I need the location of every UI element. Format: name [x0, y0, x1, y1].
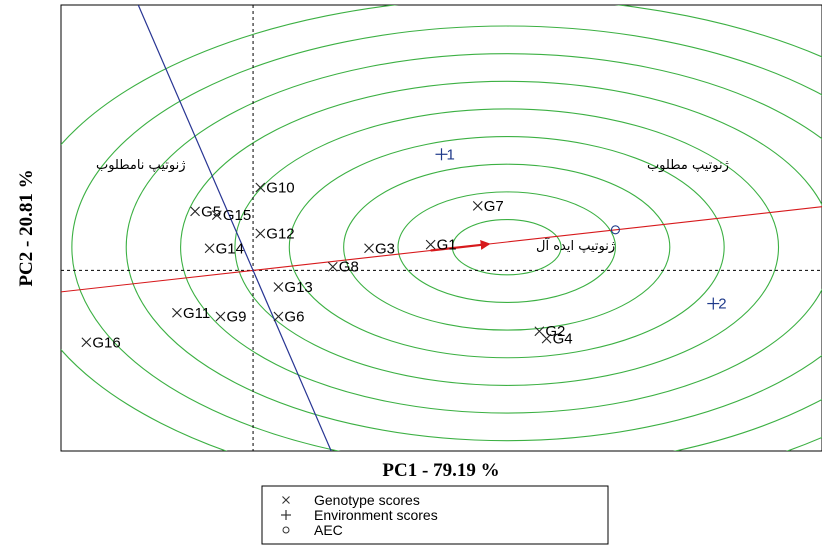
circle-ring-7	[125, 53, 822, 442]
genotype-label: G16	[92, 334, 120, 351]
genotype-label: G4	[553, 331, 573, 348]
circle-ring-3	[343, 163, 671, 331]
genotype-marker-stroke-b	[211, 210, 222, 220]
genotype-label: G5	[201, 203, 221, 220]
genotype-marker	[425, 239, 436, 250]
genotype-marker-stroke-b	[534, 326, 545, 337]
genotype-label: G9	[226, 308, 246, 325]
genotype-label: G13	[284, 279, 312, 296]
genotype-marker-stroke-b	[255, 182, 266, 193]
concentric-circles	[61, 5, 822, 451]
environment-marker	[707, 297, 720, 310]
aec-marker	[610, 225, 620, 235]
genotype-label: G11	[183, 305, 210, 322]
genotype-marker	[190, 206, 200, 217]
plot-frame	[60, 4, 822, 452]
genotype-marker-stroke-b	[541, 333, 552, 344]
genotype-label: G1	[437, 237, 457, 254]
genotype-marker-stroke-b	[215, 311, 226, 322]
genotype-marker	[172, 307, 182, 318]
legend-label: Environment scores	[314, 507, 438, 523]
genotype-marker	[327, 261, 338, 272]
aec-lines	[61, 5, 822, 451]
reference-lines	[61, 5, 822, 451]
genotype-marker	[215, 311, 226, 322]
genotype-label: G6	[284, 308, 304, 325]
genotype-marker-stroke-b	[172, 307, 182, 318]
genotype-marker	[364, 243, 374, 254]
annotation-label: ژنوتیپ نامطلوب	[96, 158, 186, 173]
genotype-marker-stroke-b	[204, 243, 215, 254]
scatter-points: G1 G2 G3 G4 G5 G6 G7 G8 G9 G10 G11 G12 G13 G14 G15 G16 1…	[81, 146, 727, 351]
genotype-marker	[541, 333, 552, 344]
genotype-label: G3	[375, 240, 395, 257]
genotype-label: G7	[484, 198, 504, 215]
genotype-marker	[472, 200, 483, 211]
environment-marker	[435, 148, 448, 161]
legend-label: Genotype scores	[314, 492, 420, 508]
genotype-label: G14	[216, 240, 244, 257]
genotype-marker	[81, 337, 92, 348]
legend-genotype-marker-stroke-b	[282, 496, 290, 504]
genotype-marker-stroke-b	[273, 282, 284, 292]
genotype-label: G12	[266, 226, 294, 243]
legend-label: AEC	[314, 522, 343, 538]
circle-ring-6	[180, 80, 822, 414]
genotype-label: G8	[339, 259, 359, 276]
genotype-label: G10	[266, 179, 294, 196]
legend-genotype-marker	[282, 496, 290, 504]
y-axis-title: PC2 - 20.81 %	[16, 169, 37, 286]
environment-label: 2	[718, 296, 726, 313]
genotype-marker	[273, 311, 284, 322]
genotype-marker	[273, 282, 284, 292]
legend-aec-marker	[282, 526, 290, 534]
circle-ring-5	[234, 108, 780, 386]
genotype-marker-stroke-b	[425, 239, 436, 250]
genotype-marker-stroke-b	[273, 311, 284, 322]
genotype-marker-stroke-b	[364, 243, 374, 254]
genotype-label: G15	[223, 207, 251, 224]
genotype-marker-stroke-b	[81, 337, 92, 348]
genotype-marker-stroke-b	[472, 200, 483, 211]
genotype-marker	[255, 228, 266, 239]
aec-direction-arrow	[430, 239, 491, 252]
environment-label: 1	[447, 146, 455, 163]
genotype-marker-stroke-b	[190, 206, 200, 217]
genotype-marker	[211, 210, 222, 220]
annotation-label: ژنوتیپ ایده آل	[536, 237, 615, 254]
genotype-label: G2	[545, 323, 565, 340]
genotype-marker	[255, 182, 266, 193]
circle-ring-4	[288, 136, 725, 359]
genotype-marker-stroke-b	[255, 228, 266, 239]
x-axis-title: PC1 - 79.19 %	[382, 460, 499, 481]
annotation-label: ژنوتیپ مطلوب	[647, 158, 729, 173]
genotype-marker-stroke-b	[327, 261, 338, 272]
genotype-marker	[204, 243, 215, 254]
circle-ring-2	[397, 191, 616, 304]
aec-ordinate-line	[137, 5, 332, 451]
annotations: ژنوتیپ نامطلوب ژنوتیپ مطلوب ژنوتیپ ایده آل	[96, 158, 729, 254]
legend-environment-marker	[281, 510, 291, 520]
circle-ring-8	[71, 25, 822, 451]
legend-box	[261, 485, 609, 545]
